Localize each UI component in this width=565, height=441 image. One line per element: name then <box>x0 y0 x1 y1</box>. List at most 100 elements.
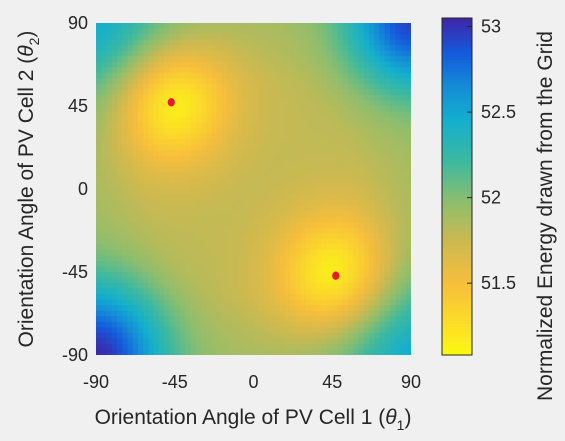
heatmap-cell <box>321 238 328 245</box>
heatmap-cell <box>337 244 344 251</box>
heatmap-cell <box>185 227 192 234</box>
heatmap-cell <box>321 128 328 135</box>
heatmap-cell <box>300 216 307 223</box>
heatmap-cell <box>101 321 108 328</box>
heatmap-cell <box>353 172 360 179</box>
heatmap-cell <box>258 343 265 351</box>
heatmap-cell <box>348 211 354 218</box>
heatmap-cell <box>153 183 160 190</box>
heatmap-cell <box>363 266 370 273</box>
heatmap-cell <box>169 205 176 212</box>
heatmap-cell <box>106 249 113 256</box>
heatmap-cell <box>96 83 102 90</box>
heatmap-cell <box>379 233 386 240</box>
heatmap-cell <box>159 283 165 290</box>
heatmap-cell <box>111 283 118 290</box>
heatmap-cell <box>337 205 344 212</box>
heatmap-cell <box>201 244 207 251</box>
heatmap-cell <box>243 332 249 339</box>
heatmap-cell <box>127 56 134 63</box>
heatmap-cell <box>348 144 354 151</box>
heatmap-cell <box>211 189 218 196</box>
heatmap-cell <box>216 200 223 207</box>
heatmap-cell <box>400 222 407 229</box>
heatmap-cell <box>316 272 323 279</box>
heatmap-cell <box>138 200 144 207</box>
heatmap-cell <box>211 294 218 301</box>
heatmap-cell <box>405 272 411 279</box>
colorbar-segment <box>442 99 472 103</box>
heatmap-cell <box>306 94 312 102</box>
heatmap-cell <box>211 172 218 179</box>
heatmap-cell <box>206 83 213 90</box>
heatmap-cell <box>363 172 370 179</box>
heatmap-cell <box>321 100 328 107</box>
heatmap-cell <box>316 338 323 345</box>
colorbar-segment <box>442 29 472 33</box>
heatmap-cell <box>248 249 255 256</box>
heatmap-cell <box>311 283 318 290</box>
heatmap-cell <box>127 150 134 157</box>
heatmap-cell <box>237 111 244 118</box>
heatmap-cell <box>400 194 407 201</box>
heatmap-cell <box>111 211 118 218</box>
heatmap-cell <box>285 310 291 317</box>
heatmap-cell <box>279 260 286 268</box>
heatmap-cell <box>195 61 202 68</box>
heatmap-cell <box>248 166 255 173</box>
heatmap-cell <box>243 200 249 207</box>
heatmap-cell <box>243 189 249 196</box>
heatmap-cell <box>264 205 270 212</box>
heatmap-cell <box>300 122 307 129</box>
heatmap-cell <box>321 299 328 306</box>
heatmap-cell <box>117 222 123 229</box>
heatmap-cell <box>264 283 270 290</box>
heatmap-cell <box>148 222 155 229</box>
heatmap-cell <box>153 117 160 124</box>
heatmap-cell <box>300 117 307 124</box>
heatmap-cell <box>332 172 339 179</box>
heatmap-cell <box>117 94 123 102</box>
heatmap-cell <box>395 117 402 124</box>
heatmap-cell <box>138 233 144 240</box>
heatmap-cell <box>174 183 181 190</box>
heatmap-cell <box>96 189 102 196</box>
heatmap-cell <box>132 67 139 74</box>
heatmap-cell <box>327 89 333 96</box>
heatmap-cell <box>132 100 139 107</box>
heatmap-cell <box>316 161 323 168</box>
heatmap-cell <box>164 189 171 196</box>
heatmap-cell <box>180 194 186 201</box>
heatmap-cell <box>300 28 307 35</box>
heatmap-cell <box>258 222 265 229</box>
heatmap-cell <box>117 349 123 355</box>
heatmap-cell <box>327 106 333 113</box>
colorbar-segment <box>442 245 472 249</box>
heatmap-cell <box>332 45 339 52</box>
heatmap-cell <box>384 144 391 151</box>
heatmap-cell <box>353 23 360 30</box>
heatmap-cell <box>101 34 108 41</box>
heatmap-cell <box>190 172 197 179</box>
heatmap-cell <box>390 283 396 290</box>
heatmap-cell <box>101 294 108 301</box>
heatmap-cell <box>327 222 333 229</box>
heatmap-cell <box>143 227 150 234</box>
heatmap-cell <box>201 189 207 196</box>
heatmap-cell <box>358 288 365 295</box>
heatmap-cell <box>316 150 323 157</box>
heatmap-cell <box>237 189 244 196</box>
heatmap-cell <box>174 349 181 355</box>
colorbar-segment <box>442 242 472 247</box>
heatmap-cell <box>306 299 312 306</box>
heatmap-cell <box>122 272 129 279</box>
heatmap-cell <box>190 316 197 323</box>
heatmap-cell <box>337 321 344 328</box>
heatmap-cell <box>185 144 192 151</box>
heatmap-cell <box>311 338 318 345</box>
heatmap-cell <box>405 144 411 151</box>
heatmap-cell <box>258 321 265 328</box>
heatmap-cell <box>253 244 260 251</box>
heatmap-cell <box>342 45 349 52</box>
heatmap-cell <box>311 144 318 151</box>
